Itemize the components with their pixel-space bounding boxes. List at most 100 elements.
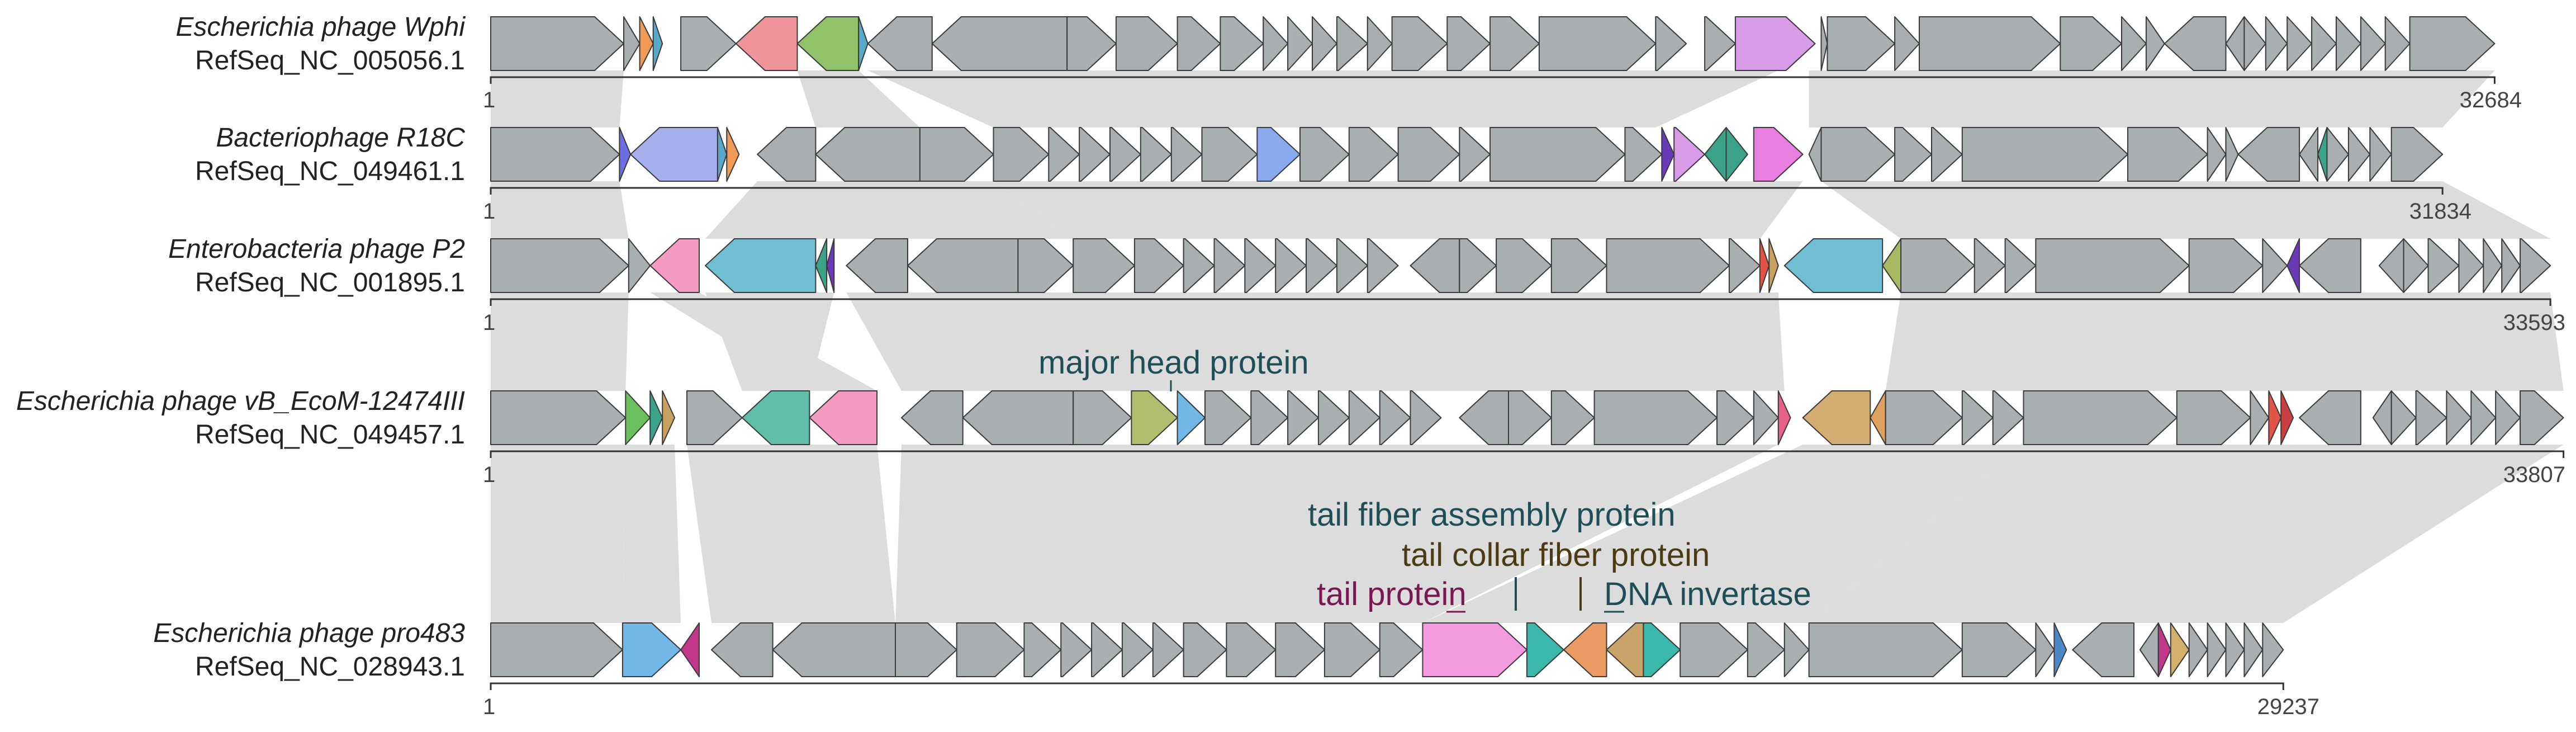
synteny-link [1821, 181, 2551, 239]
gene-arrow [1716, 390, 1754, 445]
gene-arrow [1133, 238, 1184, 293]
synteny-link [1809, 70, 2495, 127]
gene-arrow [2188, 622, 2208, 677]
synteny-link [491, 292, 629, 391]
annotation-tail-fiber-assembly: tail fiber assembly protein [1308, 497, 1676, 611]
gene-arrow [2060, 16, 2122, 71]
synteny-link [867, 70, 1778, 127]
gene-arrow [2280, 390, 2294, 445]
genome-tracks [490, 16, 2565, 690]
gene-arrow [1489, 127, 1626, 182]
annotation-dna-invertase: DNA invertase [1604, 576, 1811, 613]
axis-end-label-4: 29237 [2257, 695, 2319, 719]
gene-arrow [1201, 127, 1258, 182]
gene-arrow [1250, 390, 1289, 445]
gene-arrow [2225, 127, 2239, 182]
gene-arrow [757, 127, 817, 182]
gene-arrow [1900, 238, 1975, 293]
gene-arrow [1367, 238, 1399, 293]
gene-arrow [1606, 238, 1730, 293]
gene-arrow [2384, 16, 2411, 71]
gene-arrow [1777, 390, 1791, 445]
gene-arrow [686, 390, 743, 445]
gene-arrow [1643, 622, 1681, 677]
gene-arrow [1306, 238, 1337, 293]
gene-arrow [2243, 16, 2266, 71]
annotation-tail-collar: tail collar fiber protein [1402, 537, 1710, 611]
gene-arrow [1753, 127, 1804, 182]
genome-axis [490, 298, 2551, 306]
gene-arrow [649, 238, 700, 293]
gene-arrow [2347, 127, 2371, 182]
gene-arrow [1894, 16, 1920, 71]
synteny-link [491, 181, 629, 239]
gene-arrow [1673, 127, 1706, 182]
track-label-4: Escherichia phage pro483 RefSeq_NC_02894… [153, 618, 465, 682]
gene-arrow [1140, 127, 1172, 182]
gene-arrow [2299, 238, 2361, 293]
synteny-link [705, 181, 1074, 239]
axis-end-label-0: 32684 [2460, 88, 2522, 112]
genome-name-4: Escherichia phage pro483 [153, 618, 465, 648]
gene-arrow [2268, 390, 2282, 445]
gene-arrow [1496, 238, 1552, 293]
gene-arrow [1820, 16, 1828, 71]
synteny-link [1809, 445, 2564, 623]
gene-arrow [2360, 16, 2386, 71]
gene-arrow [846, 238, 908, 293]
annotation-tail-collar-text: tail collar fiber protein [1402, 537, 1710, 573]
gene-arrow [1961, 127, 2128, 182]
gene-arrow [1317, 390, 1350, 445]
gene-arrow [1109, 127, 1141, 182]
gene-arrow [2004, 238, 2037, 293]
gene-arrow [2072, 622, 2134, 677]
gene-arrow [741, 390, 810, 445]
gene-arrow [490, 622, 623, 677]
gene-arrow [1753, 390, 1779, 445]
gene-arrow [1073, 390, 1132, 445]
gene-arrow [993, 127, 1050, 182]
gene-arrow [490, 16, 624, 71]
gene-arrow [2262, 622, 2284, 677]
synteny-link [846, 292, 1785, 391]
gene-arrow [2188, 238, 2264, 293]
gene-arrow [1894, 127, 1932, 182]
synteny-link [1885, 292, 2564, 391]
gene-arrow [1563, 622, 1607, 677]
gene-arrow [1808, 127, 1822, 182]
gene-arrow [1226, 622, 1277, 677]
gene-arrow [2470, 390, 2497, 445]
gene-arrow [2483, 238, 2503, 293]
genome-accession-2: RefSeq_NC_001895.1 [195, 268, 465, 297]
gene-arrow [1870, 390, 1886, 445]
gene-arrow [1882, 238, 1902, 293]
gene-arrow [1680, 622, 1748, 677]
gene-arrow [639, 16, 654, 71]
gene-arrow [1367, 16, 1393, 71]
gene-arrow [2501, 238, 2521, 293]
genome-accession-1: RefSeq_NC_049461.1 [195, 157, 465, 186]
axis-end-label-1: 31834 [2409, 199, 2471, 224]
gene-arrow [1213, 238, 1246, 293]
gene-arrow [1017, 238, 1074, 293]
gene-arrow [1661, 127, 1675, 182]
annotation-tail-protein-text: tail protein [1317, 576, 1467, 612]
genome-axis [490, 187, 2444, 195]
genome-name-1: Bacteriophage R18C [216, 123, 465, 153]
gene-arrow [717, 127, 728, 182]
gene-arrow [2035, 238, 2190, 293]
genome-name-3: Escherichia phage vB_EcoM-12474III [16, 386, 465, 416]
gene-arrow [1459, 238, 1497, 293]
gene-arrow [919, 127, 994, 182]
gene-arrow [1919, 16, 2061, 71]
gene-arrow [907, 238, 1019, 293]
synteny-links [491, 70, 2564, 623]
gene-arrow [1336, 16, 1368, 71]
gene-arrow [1593, 390, 1718, 445]
gene-arrow [2053, 622, 2067, 677]
gene-arrow [1348, 390, 1380, 445]
synteny-link [1422, 445, 2024, 623]
gene-arrow [1624, 127, 1663, 182]
gene-arrow [2225, 16, 2245, 71]
gene-arrow [858, 16, 869, 71]
